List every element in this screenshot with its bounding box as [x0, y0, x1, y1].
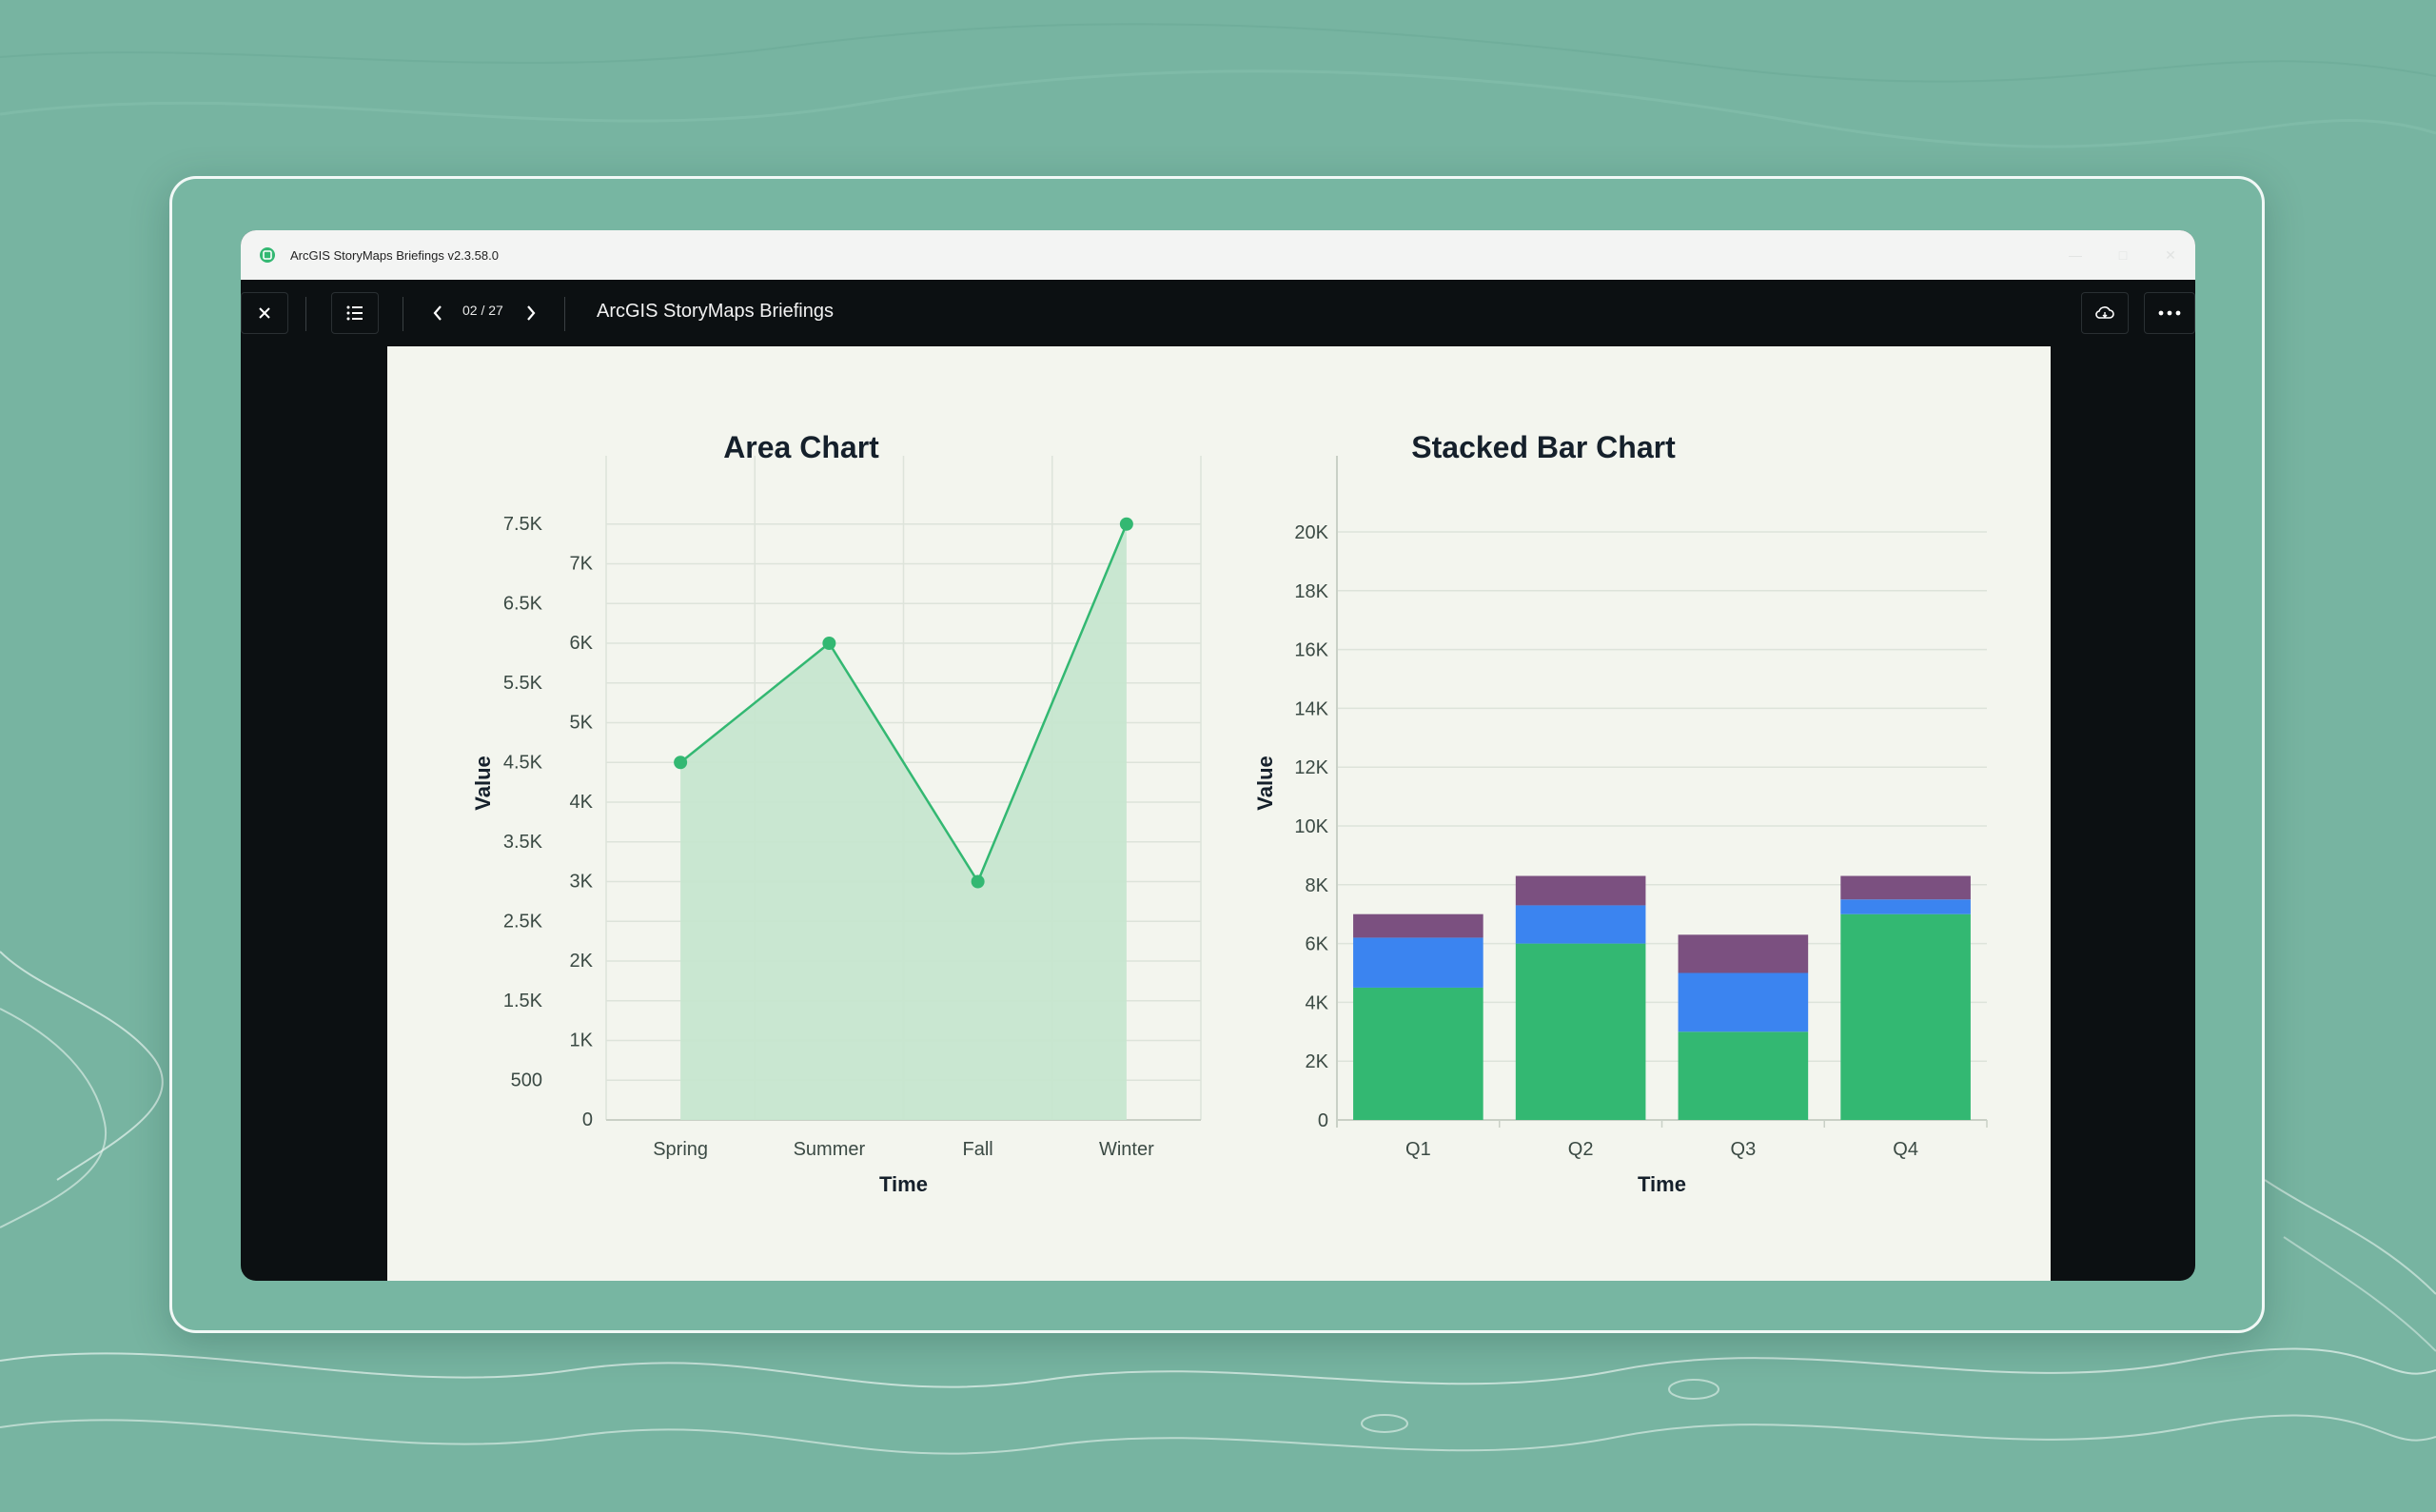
area-y-tick-label: 2.5K: [503, 911, 543, 932]
stacked-bar-chart-title: Stacked Bar Chart: [1411, 430, 1676, 464]
area-chart: 0 500 1K 1.5K 2K 2.5K 3K 3.5K 4K 4.5K 5K 5.5K 6K 6.5K…: [471, 456, 1202, 1196]
bar-y-tick-label: 6K: [1306, 934, 1329, 955]
bar-y-tick-label: 14K: [1294, 698, 1328, 719]
area-x-tick-label: Fall: [963, 1139, 993, 1160]
bar-x-tick-label: Q2: [1568, 1139, 1594, 1160]
close-icon: [259, 307, 270, 319]
chevron-left-icon: [433, 305, 442, 321]
document-title: ArcGIS StoryMaps Briefings: [597, 301, 834, 322]
area-y-tick-label: 4.5K: [503, 752, 543, 773]
app-title: ArcGIS StoryMaps Briefings v2.3.58.0: [290, 247, 499, 263]
window-titlebar: ArcGIS StoryMaps Briefings v2.3.58.0 — □…: [241, 230, 2195, 280]
area-y-tick-label: 0: [582, 1109, 593, 1130]
area-y-axis-title: Value: [471, 756, 495, 810]
area-x-tick-label: Winter: [1099, 1139, 1154, 1160]
toolbar-divider: [305, 297, 306, 331]
area-x-tick-label: Summer: [794, 1139, 866, 1160]
area-y-tick-label: 5K: [570, 713, 594, 734]
maximize-icon[interactable]: □: [2118, 247, 2128, 263]
area-y-tick-label: 6.5K: [503, 593, 543, 614]
more-horizontal-icon: [2158, 310, 2181, 316]
list-icon: [346, 305, 363, 321]
page-indicator: 02 / 27: [462, 303, 503, 318]
area-data-point: [971, 874, 985, 889]
minimize-icon[interactable]: —: [2069, 247, 2082, 263]
area-y-tick-label: 1.5K: [503, 991, 543, 1011]
bar-y-tick-label: 10K: [1294, 816, 1328, 837]
bar-y-tick-label: 2K: [1306, 1051, 1329, 1072]
presentation-toolbar: 02 / 27 ArcGIS StoryMaps Briefings: [241, 280, 2195, 346]
bar-y-tick-label: 18K: [1294, 581, 1328, 602]
bar-segment: [1678, 934, 1809, 973]
bar-segment: [1515, 875, 1646, 906]
window-controls: — □ ✕: [2066, 230, 2180, 280]
area-x-tick-label: Spring: [653, 1139, 708, 1160]
bar-y-axis-title: Value: [1253, 756, 1277, 810]
area-y-tick-label: 5.5K: [503, 673, 543, 694]
cloud-sync-icon: [2095, 306, 2114, 319]
chevron-right-icon: [527, 305, 536, 321]
bar-y-tick-label: 8K: [1306, 875, 1329, 896]
stacked-bar-chart: 0 2K 4K 6K 8K 10K 12K 14K 16K 18K 20K Q1 Q2 Q3 Q4 Time V…: [1253, 456, 1988, 1196]
bar-y-tick-label: 20K: [1294, 522, 1328, 543]
bar-x-axis-title: Time: [1638, 1172, 1686, 1196]
bar-segment: [1678, 1031, 1809, 1120]
area-y-tick-label: 1K: [570, 1031, 594, 1051]
area-y-tick-label: 7.5K: [503, 514, 543, 535]
more-options-button[interactable]: [2144, 292, 2195, 334]
sync-button[interactable]: [2081, 292, 2129, 334]
area-y-tick-label: 3.5K: [503, 832, 543, 853]
bar-segment: [1515, 943, 1646, 1120]
area-y-tick-label: 2K: [570, 951, 594, 972]
bar-x-tick-label: Q3: [1731, 1139, 1757, 1160]
bar-y-tick-label: 0: [1318, 1110, 1328, 1131]
table-of-contents-button[interactable]: [331, 292, 379, 334]
area-data-point: [822, 637, 836, 650]
area-y-tick-label: 7K: [570, 554, 594, 575]
area-x-axis-title: Time: [879, 1172, 928, 1196]
bar-x-tick-label: Q1: [1405, 1139, 1431, 1160]
area-data-point: [674, 756, 688, 770]
app-window: ArcGIS StoryMaps Briefings v2.3.58.0 — □…: [241, 230, 2195, 1281]
bar-y-tick-label: 16K: [1294, 640, 1328, 661]
bar-segment: [1353, 937, 1483, 988]
bar-segment: [1353, 987, 1483, 1120]
slide-canvas: Area Chart 0 500 1K 1.5K 2K 2.5K 3K 3.5K 4K 4.5K 5…: [387, 346, 2051, 1281]
area-y-tick-label: 6K: [570, 633, 594, 654]
bar-segment: [1515, 905, 1646, 944]
area-chart-title: Area Chart: [723, 430, 879, 464]
storymaps-logo-icon: [260, 247, 275, 263]
area-y-tick-label: 3K: [570, 872, 594, 893]
bar-segment: [1840, 913, 1971, 1120]
toolbar-divider: [564, 297, 565, 331]
bar-y-tick-label: 12K: [1294, 757, 1328, 778]
bar-x-tick-label: Q4: [1893, 1139, 1918, 1160]
area-series-line: [679, 523, 1129, 885]
window-close-icon[interactable]: ✕: [2165, 247, 2176, 263]
bar-segment: [1678, 972, 1809, 1032]
bar-y-tick-label: 4K: [1306, 992, 1329, 1013]
bar-segment: [1840, 899, 1971, 914]
close-button[interactable]: [241, 292, 288, 334]
area-data-point: [1119, 517, 1133, 531]
bar-segment: [1353, 913, 1483, 938]
bar-segment: [1840, 875, 1971, 900]
area-y-tick-label: 4K: [570, 792, 594, 813]
area-y-tick-label: 500: [511, 1070, 542, 1090]
previous-slide-button[interactable]: [419, 292, 457, 334]
next-slide-button[interactable]: [512, 292, 550, 334]
